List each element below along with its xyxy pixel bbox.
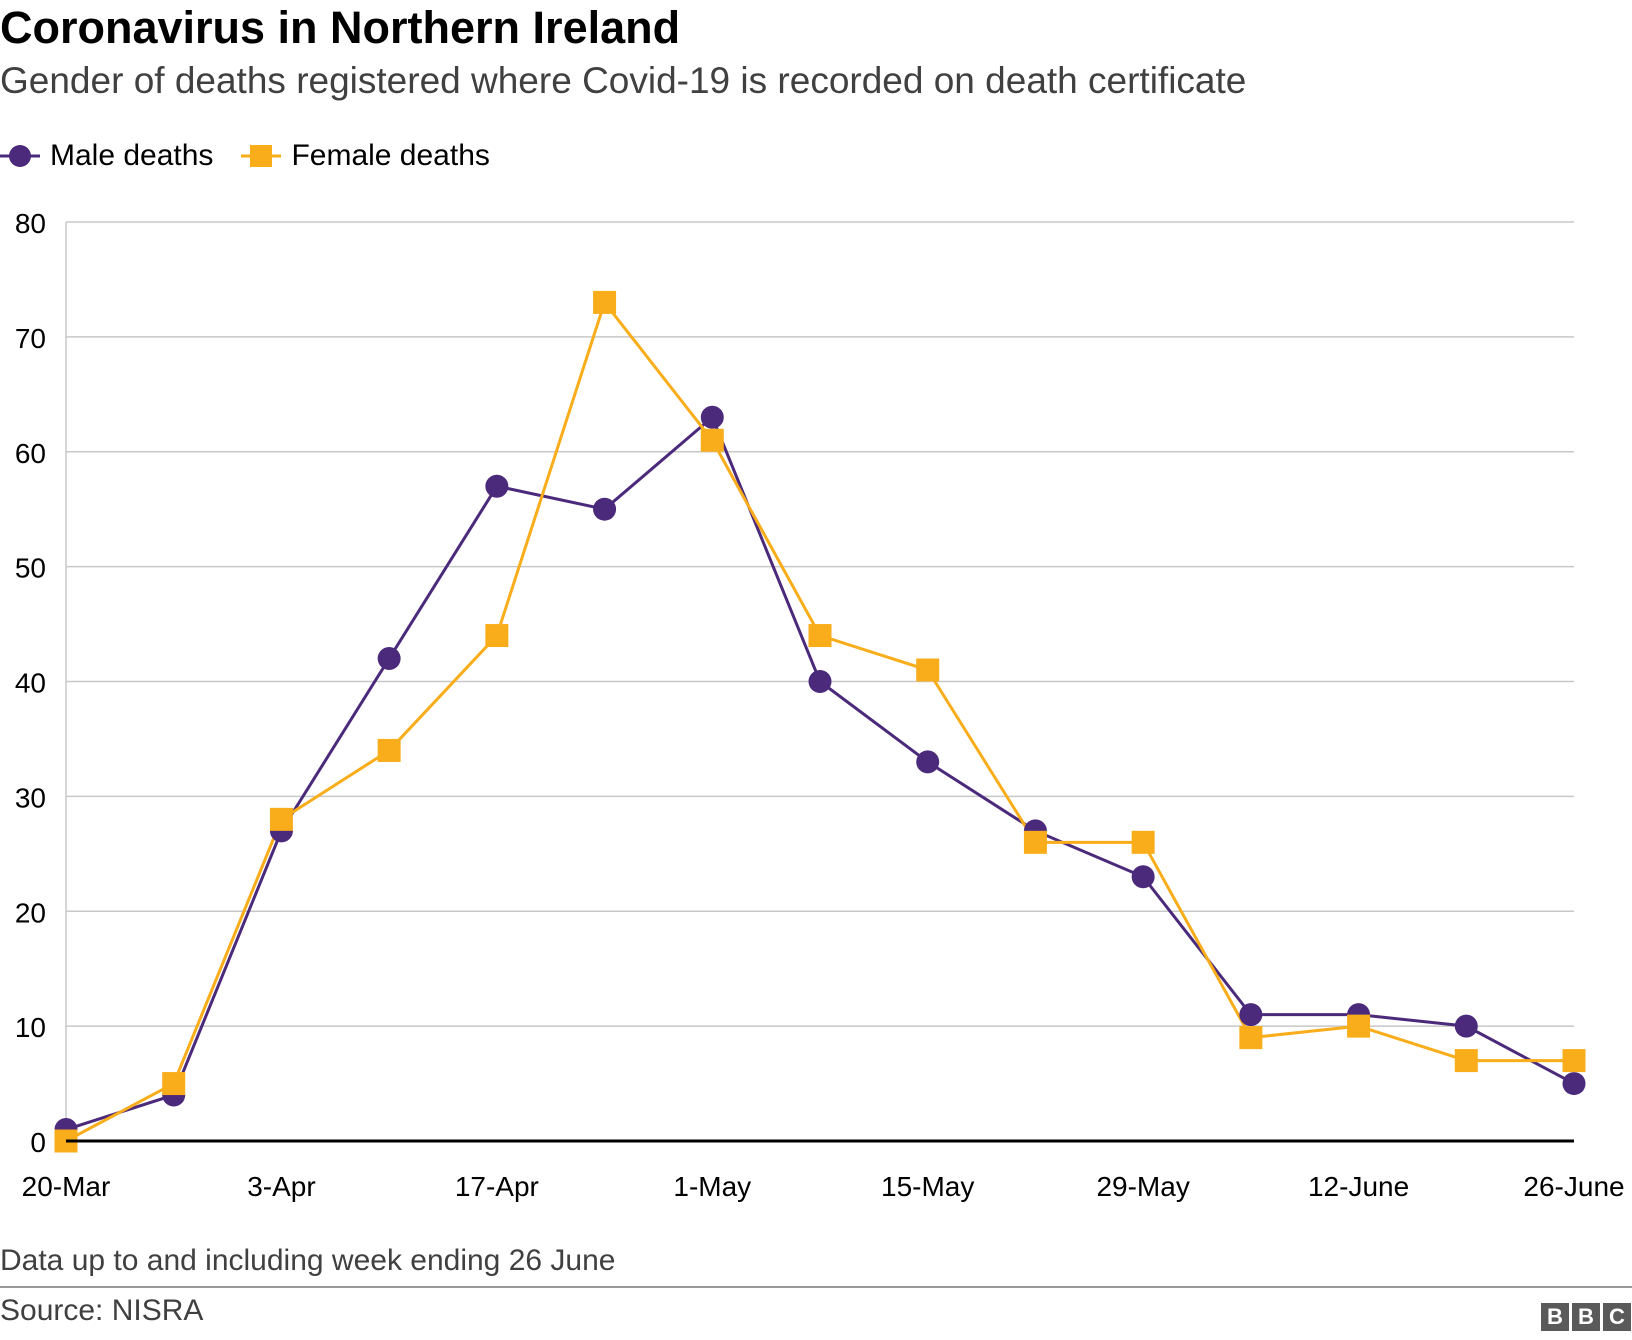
y-tick-label: 40 [15, 668, 46, 699]
line-chart: 0 10 20 30 40 50 60 70 80 20-Mar 3-Apr 17-Apr 1-May 1… [15, 208, 1625, 1202]
y-tick-label: 80 [15, 208, 46, 239]
female-deaths-point [1562, 1049, 1586, 1073]
legend-male-label: Male deaths [50, 139, 214, 172]
bbc-logo-block: B [1572, 1303, 1600, 1331]
legend-female-label: Female deaths [291, 139, 490, 172]
male-deaths-point [1454, 1014, 1478, 1038]
female-deaths-point [1454, 1049, 1478, 1073]
male-deaths-point [1239, 1003, 1263, 1027]
y-tick-label: 30 [15, 782, 46, 813]
bbc-logo: B B C [1538, 1303, 1631, 1331]
legend-female-marker [241, 145, 282, 167]
female-deaths-point [485, 624, 509, 648]
female-deaths-point [1239, 1026, 1263, 1050]
female-deaths-point [593, 290, 617, 314]
legend-item-male: Male deaths [0, 139, 213, 173]
x-tick-label: 15-May [881, 1171, 974, 1202]
female-deaths-point [162, 1072, 186, 1096]
male-deaths-point [1562, 1072, 1586, 1096]
source-text: Source: NISRA [0, 1294, 204, 1327]
y-tick-label: 0 [30, 1127, 46, 1158]
x-tick-label: 1-May [673, 1171, 751, 1202]
chart-title: Coronavirus in Northern Ireland [0, 2, 681, 53]
female-deaths-point [1023, 830, 1047, 854]
female-deaths-point [269, 807, 293, 831]
female-deaths-point [916, 658, 940, 682]
male-deaths-point [808, 670, 832, 693]
male-deaths-point [377, 647, 401, 671]
legend-item-female: Female deaths [241, 139, 490, 173]
legend-male-marker [0, 145, 40, 167]
male-deaths-point [485, 474, 509, 498]
footer-divider [0, 1286, 1632, 1288]
x-tick-label: 29-May [1096, 1171, 1189, 1202]
bbc-logo-block: B [1541, 1303, 1569, 1331]
male-deaths-point [700, 405, 724, 429]
bbc-logo-block: C [1603, 1303, 1631, 1331]
y-tick-label: 10 [15, 1012, 46, 1043]
chart-subtitle: Gender of deaths registered where Covid-… [0, 60, 1247, 101]
x-tick-label: 3-Apr [247, 1171, 315, 1202]
x-tick-label: 26-June [1523, 1171, 1624, 1202]
female-deaths-point [1131, 830, 1155, 854]
x-tick-label: 12-June [1308, 1171, 1409, 1202]
x-tick-label: 20-Mar [22, 1171, 111, 1202]
female-deaths-point [377, 738, 401, 762]
female-deaths-point [700, 428, 724, 452]
y-tick-label: 70 [15, 323, 46, 354]
y-tick-label: 60 [15, 438, 46, 469]
female-deaths-point [1347, 1014, 1371, 1038]
male-deaths-point [916, 750, 940, 774]
male-deaths-point [1131, 865, 1155, 889]
y-tick-label: 50 [15, 553, 46, 584]
x-tick-label: 17-Apr [455, 1171, 539, 1202]
male-deaths-point [593, 497, 617, 521]
legend: Male deaths Female deaths [0, 136, 518, 176]
footnote: Data up to and including week ending 26 … [0, 1244, 616, 1277]
y-tick-label: 20 [15, 897, 46, 928]
female-deaths-point [808, 624, 832, 648]
